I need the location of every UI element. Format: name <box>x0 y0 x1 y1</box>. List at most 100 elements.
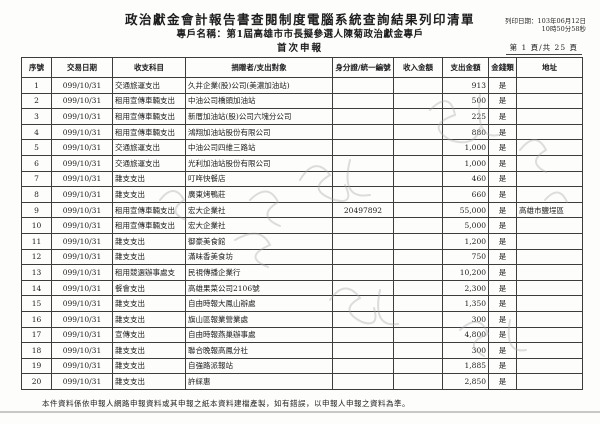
cell-category: 雜支支出 <box>112 186 186 203</box>
cell-income <box>393 154 443 172</box>
cell-expense: 300 <box>442 342 489 359</box>
cell-seq: 10 <box>21 217 52 234</box>
cell-date: 099/10/31 <box>51 154 113 172</box>
cell-payee: 宏大企業社 <box>185 201 333 219</box>
table-row: 16 099/10/31 雜支支出 旗山區報業營業處 300 是 <box>21 310 583 328</box>
table-row: 14 099/10/31 餐會支出 高雄果菜公司2106號 2,300 是 <box>21 279 583 297</box>
cell-category: 租用宣傳車輛支出 <box>112 217 186 234</box>
cell-seq: 17 <box>21 326 52 344</box>
cell-id-number <box>332 310 394 328</box>
cell-id-number <box>332 264 394 281</box>
cell-id-number <box>332 295 394 312</box>
cell-category: 租用競選辦事處支 <box>112 264 186 281</box>
cell-income <box>393 373 443 390</box>
cell-address <box>516 357 583 375</box>
cell-date: 099/10/31 <box>51 342 113 359</box>
cell-money-type: 是 <box>488 264 517 281</box>
cell-address <box>516 186 583 203</box>
cell-expense: 300 <box>442 310 489 328</box>
cell-date: 099/10/31 <box>51 248 113 266</box>
table-row: 19 099/10/31 雜支支出 自強路派報站 1,885 是 <box>21 357 583 375</box>
cell-income <box>393 232 443 250</box>
cell-date: 099/10/31 <box>51 264 113 281</box>
cell-address <box>516 295 583 312</box>
cell-date: 099/10/31 <box>51 186 113 203</box>
cell-date: 099/10/31 <box>51 217 113 234</box>
cell-expense: 500 <box>442 92 489 110</box>
cell-income <box>393 92 443 110</box>
column-header-money-type: 金錢類 <box>488 57 517 78</box>
cell-payee: 自由時報大鳳山辦處 <box>185 295 333 312</box>
cell-money-type: 是 <box>488 77 517 94</box>
cell-date: 099/10/31 <box>51 295 113 312</box>
cell-date: 099/10/31 <box>51 201 113 219</box>
cell-category: 雜支支出 <box>112 232 186 250</box>
cell-expense: 2,850 <box>442 373 489 390</box>
cell-address <box>516 310 583 328</box>
cell-date: 099/10/31 <box>51 123 113 141</box>
cell-income <box>393 326 443 344</box>
column-header-address: 地址 <box>516 57 583 78</box>
cell-income <box>393 295 443 312</box>
cell-seq: 9 <box>21 201 52 219</box>
cell-seq: 2 <box>21 92 52 110</box>
cell-seq: 20 <box>21 373 52 390</box>
cell-payee: 宏大企業社 <box>185 217 333 234</box>
cell-date: 099/10/31 <box>51 139 113 156</box>
column-header-id-number: 身分證/統一編號 <box>332 57 394 78</box>
cell-seq: 7 <box>21 170 52 188</box>
cell-id-number <box>332 154 394 172</box>
cell-date: 099/10/31 <box>51 92 113 110</box>
cell-money-type: 是 <box>488 170 517 188</box>
table-row: 8 099/10/31 雜支支出 廣東烤鴨莊 660 是 <box>21 186 583 203</box>
cell-expense: 1,200 <box>442 232 489 250</box>
cell-payee: 旗山區報業營業處 <box>185 310 333 328</box>
cell-category: 交通旅運支出 <box>112 77 186 94</box>
cell-payee: 廣東烤鴨莊 <box>185 186 333 203</box>
cell-seq: 13 <box>21 264 52 281</box>
cell-income <box>393 108 443 125</box>
cell-id-number <box>332 279 394 297</box>
report-title: 政治獻金會計報告書查閱制度電腦系統查詢結果列印清單 <box>124 12 475 27</box>
transactions-table: 序號 交易日期 收支科目 捐贈者/支出對象 身分證/統一編號 收入金額 支出金額 金錢類 地址 … <box>21 57 583 390</box>
page-number: 第 1 頁/共 25 頁 <box>505 42 582 55</box>
cell-id-number <box>332 357 394 375</box>
cell-income <box>393 170 443 188</box>
cell-expense: 460 <box>442 170 489 188</box>
cell-payee: 滿味香美食坊 <box>185 248 333 266</box>
cell-money-type: 是 <box>488 248 517 266</box>
cell-category: 租用宣傳車輛支出 <box>112 201 186 219</box>
table-row: 3 099/10/31 租用宣傳車輛支出 新厝加油站(股)公司六塊分公司 225 是 <box>21 108 583 125</box>
cell-money-type: 是 <box>488 108 517 125</box>
cell-money-type: 是 <box>488 295 517 312</box>
cell-expense: 1,000 <box>442 154 489 172</box>
cell-address <box>516 92 583 110</box>
report-type-label: 首次申報 <box>276 43 323 54</box>
table-row: 6 099/10/31 交通旅運支出 光利加油站股份有限公司 1,000 是 <box>21 154 583 172</box>
cell-money-type: 是 <box>488 217 517 234</box>
cell-category: 雜支支出 <box>112 357 186 375</box>
cell-date: 099/10/31 <box>51 232 113 250</box>
cell-address <box>516 217 583 234</box>
cell-id-number <box>332 326 394 344</box>
table-row: 7 099/10/31 雜支支出 叮哖快餐店 460 是 <box>21 170 583 188</box>
cell-expense: 880 <box>442 123 489 141</box>
cell-payee: 高雄果菜公司2106號 <box>185 279 333 297</box>
cell-address: 高雄市鹽埕區 <box>516 201 583 219</box>
cell-payee: 民視傳播企業行 <box>185 264 333 281</box>
cell-income <box>393 342 443 359</box>
cell-money-type: 是 <box>488 373 517 390</box>
cell-id-number <box>332 92 394 110</box>
cell-seq: 12 <box>21 248 52 266</box>
column-header-income: 收入金額 <box>393 57 443 78</box>
cell-income <box>393 279 443 297</box>
cell-seq: 18 <box>21 342 52 359</box>
column-header-payee: 捐贈者/支出對象 <box>185 57 333 78</box>
cell-income <box>393 357 443 375</box>
cell-money-type: 是 <box>488 342 517 359</box>
cell-expense: 660 <box>442 186 489 203</box>
cell-category: 宣傳支出 <box>112 326 186 344</box>
cell-address <box>516 108 583 125</box>
cell-seq: 14 <box>21 279 52 297</box>
cell-payee: 光利加油站股份有限公司 <box>185 154 333 172</box>
